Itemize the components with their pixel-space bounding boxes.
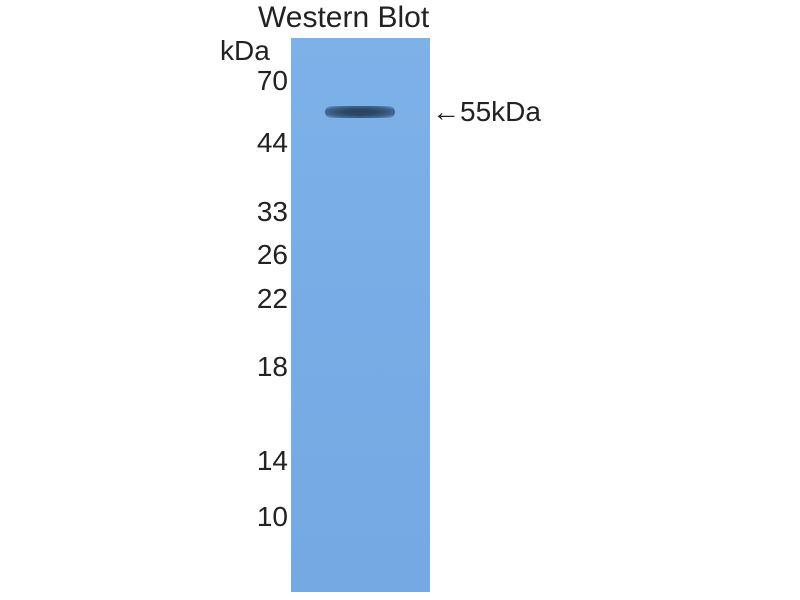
marker-14: 14 — [256, 445, 288, 476]
protein-band — [325, 106, 395, 118]
marker-33: 33 — [256, 196, 288, 227]
blot-lane — [291, 38, 430, 592]
marker-18: 18 — [256, 351, 288, 382]
marker-26: 26 — [256, 239, 288, 270]
band-annotation: ←55kDa — [432, 96, 541, 127]
marker-44: 44 — [256, 127, 288, 158]
unit-label: kDa — [220, 35, 270, 66]
marker-10: 10 — [256, 501, 288, 532]
marker-22: 22 — [256, 283, 288, 314]
figure-title: Western Blot — [258, 1, 430, 34]
marker-70: 70 — [256, 65, 288, 96]
